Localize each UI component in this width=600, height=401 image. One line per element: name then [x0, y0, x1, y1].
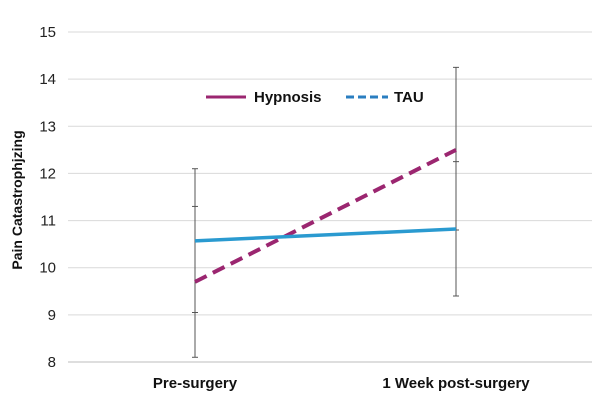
legend: Hypnosis TAU [206, 89, 424, 106]
series-line-hypnosis [194, 148, 457, 284]
legend-label-tau: TAU [394, 89, 424, 106]
y-tick-label: 10 [39, 260, 56, 277]
x-category-labels: Pre-surgery 1 Week post-surgery [153, 375, 530, 392]
series-lines [194, 148, 457, 284]
y-tick-label: 15 [39, 24, 56, 41]
x-category-label: 1 Week post-surgery [382, 375, 530, 392]
gridlines [68, 31, 592, 363]
x-category-label: Pre-surgery [153, 375, 238, 392]
y-tick-label: 9 [48, 307, 56, 324]
y-axis-title: Pain Catastrophjzing [9, 130, 25, 269]
y-tick-label: 14 [39, 71, 56, 88]
y-tick-label: 8 [48, 354, 56, 371]
y-tick-label: 11 [40, 213, 56, 230]
error-bars [192, 66, 459, 358]
legend-label-hypnosis: Hypnosis [254, 89, 322, 106]
series-line-tau [194, 227, 457, 243]
y-tick-label: 13 [39, 118, 56, 135]
y-tick-labels: 8 9 10 11 12 13 14 15 [39, 24, 56, 371]
y-tick-label: 12 [39, 165, 56, 182]
